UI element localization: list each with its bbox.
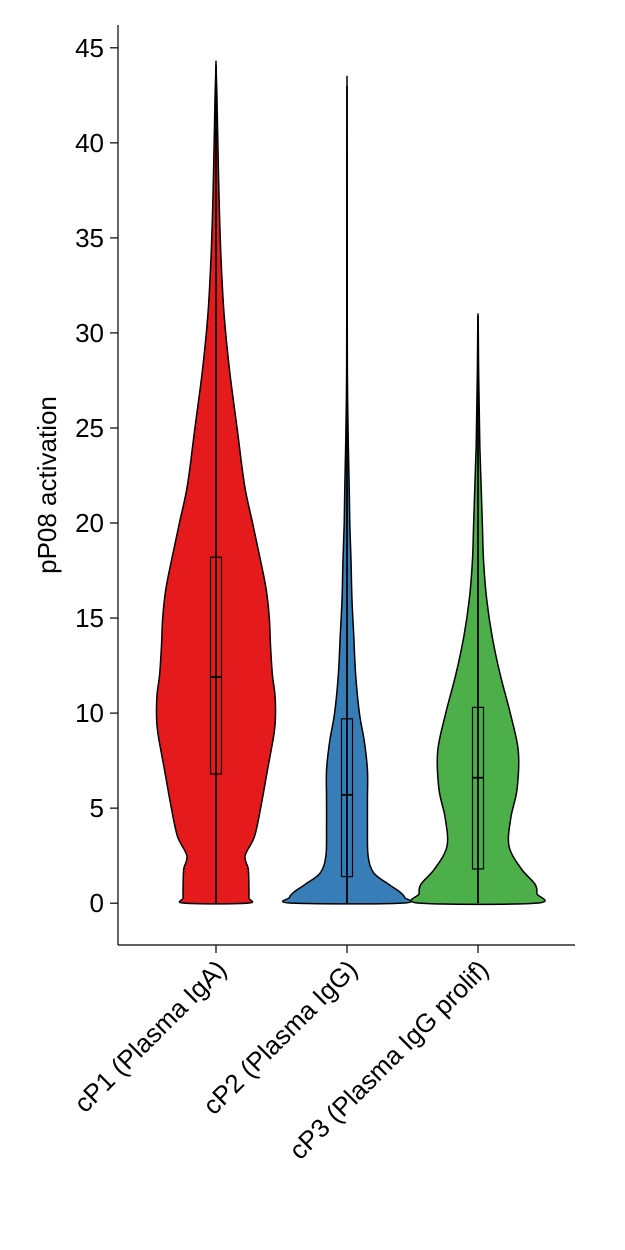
y-tick-label: 45 <box>75 33 104 63</box>
y-tick-label: 5 <box>90 793 104 823</box>
violin-iqr-box <box>209 556 223 775</box>
plot-area <box>155 60 546 906</box>
y-tick-label: 20 <box>75 508 104 538</box>
y-tick-label: 40 <box>75 128 104 158</box>
violin-group <box>410 312 546 906</box>
y-tick-label: 0 <box>90 888 104 918</box>
y-tick-label: 15 <box>75 603 104 633</box>
y-tick-label: 30 <box>75 318 104 348</box>
y-tick-label: 25 <box>75 413 104 443</box>
y-axis-ticks: 0 5 10 15 20 25 30 35 40 45 <box>75 33 118 918</box>
violin-group <box>281 75 413 905</box>
y-tick-label: 10 <box>75 698 104 728</box>
x-axis-ticks: cP1 (Plasma IgA)cP2 (Plasma IgG)cP3 (Pla… <box>68 945 494 1165</box>
violin-iqr-box <box>471 706 485 870</box>
violin-group <box>155 60 277 905</box>
violin-iqr-box <box>340 718 354 878</box>
axes: 0 5 10 15 20 25 30 35 40 45 cP1 (Plasma IgA)cP2 (… <box>68 25 575 1165</box>
y-axis-label: pP08 activation <box>32 396 62 574</box>
y-tick-label: 35 <box>75 223 104 253</box>
